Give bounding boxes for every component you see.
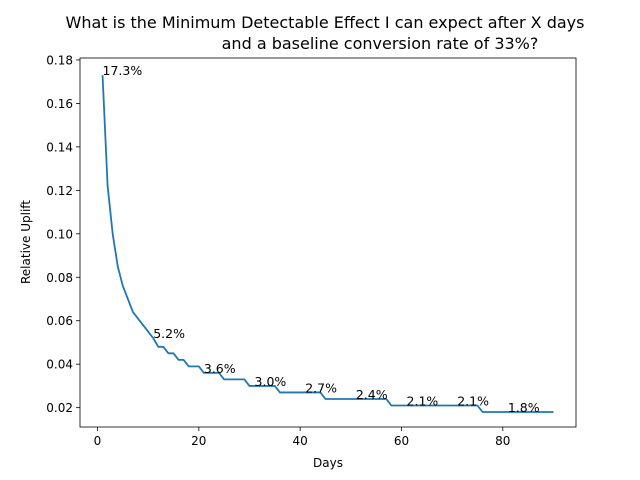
plot-area [79,57,577,428]
y-axis: 0.02 0.04 0.06 0.08 0.10 0.12 0.14 0.16 0.18 [46,53,80,415]
x-tick-label: 20 [191,434,206,448]
data-label: 2.1% [457,393,489,408]
data-label: 17.3% [103,63,143,78]
chart-title: What is the Minimum Detectable Effect I … [66,13,585,53]
data-label: 1.8% [508,400,540,415]
x-axis: 0 20 40 60 80 [94,427,510,448]
y-tick-label: 0.12 [46,184,73,198]
chart-title-line-1: What is the Minimum Detectable Effect I … [66,13,585,32]
x-tick-label: 0 [94,434,102,448]
x-axis-label: Days [313,456,343,470]
x-tick-label: 80 [495,434,510,448]
y-tick-label: 0.04 [46,358,73,372]
x-tick-label: 60 [394,434,409,448]
y-tick-label: 0.08 [46,271,73,285]
annotation-group: 17.3% 5.2% 3.6% 3.0% 2.7% 2.4% 2.1% 2.1% 1.8% [103,63,540,415]
data-label: 2.1% [407,393,439,408]
data-label: 2.4% [356,387,388,402]
x-tick-label: 40 [292,434,307,448]
y-axis-label: Relative Uplift [19,200,33,284]
data-label: 2.7% [305,380,337,395]
series-group [101,75,554,413]
chart-title-line-2: and a baseline conversion rate of 33%? [222,34,539,53]
y-tick-label: 0.16 [46,97,73,111]
data-label: 3.6% [204,361,236,376]
y-tick-label: 0.06 [46,314,73,328]
data-label: 3.0% [255,374,287,389]
data-label: 5.2% [153,326,185,341]
y-tick-label: 0.10 [46,227,73,241]
series-line [101,75,554,413]
y-tick-label: 0.02 [46,401,73,415]
y-tick-label: 0.18 [46,53,73,67]
y-tick-label: 0.14 [46,140,73,154]
